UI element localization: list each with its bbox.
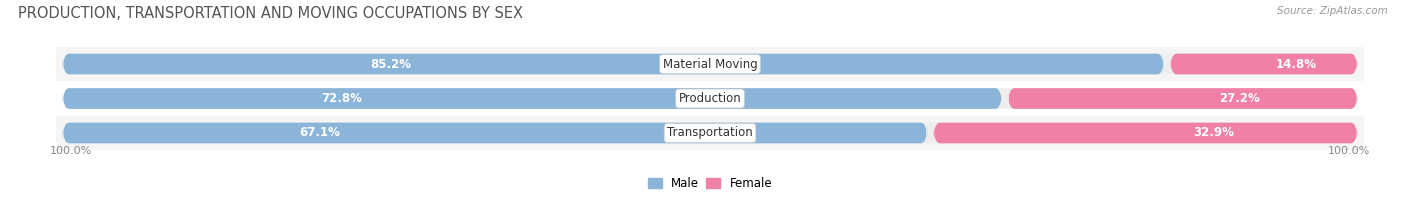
Text: 67.1%: 67.1% bbox=[299, 126, 340, 139]
Text: 72.8%: 72.8% bbox=[322, 92, 363, 105]
FancyBboxPatch shape bbox=[63, 54, 1357, 74]
FancyBboxPatch shape bbox=[1008, 88, 1357, 109]
Text: 100.0%: 100.0% bbox=[49, 146, 91, 156]
FancyBboxPatch shape bbox=[63, 88, 1357, 109]
Bar bbox=[56, 81, 1364, 116]
FancyBboxPatch shape bbox=[1170, 54, 1357, 74]
Legend: Male, Female: Male, Female bbox=[648, 177, 772, 190]
Text: Transportation: Transportation bbox=[668, 126, 752, 139]
Text: Production: Production bbox=[679, 92, 741, 105]
Text: 85.2%: 85.2% bbox=[370, 58, 411, 71]
FancyBboxPatch shape bbox=[63, 54, 1164, 74]
Text: 32.9%: 32.9% bbox=[1192, 126, 1233, 139]
FancyBboxPatch shape bbox=[63, 88, 1001, 109]
FancyBboxPatch shape bbox=[934, 123, 1357, 143]
Bar bbox=[56, 47, 1364, 81]
Text: 27.2%: 27.2% bbox=[1219, 92, 1260, 105]
Text: 14.8%: 14.8% bbox=[1275, 58, 1316, 71]
FancyBboxPatch shape bbox=[63, 123, 1357, 143]
FancyBboxPatch shape bbox=[63, 123, 927, 143]
Text: Source: ZipAtlas.com: Source: ZipAtlas.com bbox=[1277, 6, 1388, 16]
Text: PRODUCTION, TRANSPORTATION AND MOVING OCCUPATIONS BY SEX: PRODUCTION, TRANSPORTATION AND MOVING OC… bbox=[18, 6, 523, 21]
Bar bbox=[56, 116, 1364, 150]
Text: Material Moving: Material Moving bbox=[662, 58, 758, 71]
Text: 100.0%: 100.0% bbox=[1329, 146, 1371, 156]
